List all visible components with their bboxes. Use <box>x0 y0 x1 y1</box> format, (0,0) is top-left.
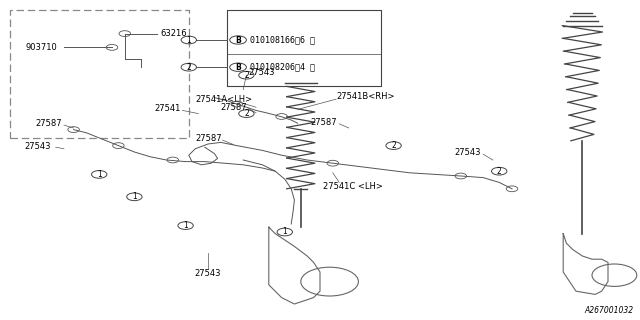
Text: 27543: 27543 <box>24 142 51 151</box>
Text: 27587: 27587 <box>221 103 248 112</box>
Text: 2: 2 <box>186 63 191 72</box>
Text: 2: 2 <box>391 141 396 150</box>
Text: 27543: 27543 <box>454 148 481 157</box>
Text: 1: 1 <box>132 192 137 201</box>
Text: 27587: 27587 <box>310 118 337 127</box>
Text: 27541B<RH>: 27541B<RH> <box>336 92 394 101</box>
Text: 2: 2 <box>497 167 502 176</box>
Text: 27541C <LH>: 27541C <LH> <box>323 182 383 191</box>
Text: 903710: 903710 <box>26 43 58 52</box>
Text: 27587: 27587 <box>195 134 222 143</box>
Text: B: B <box>236 63 241 72</box>
Text: 2: 2 <box>244 109 249 118</box>
Text: A267001032: A267001032 <box>584 306 634 315</box>
Text: 27543: 27543 <box>248 68 275 76</box>
Text: 27543: 27543 <box>195 269 221 278</box>
Text: 2: 2 <box>244 71 249 80</box>
Text: 1: 1 <box>97 170 102 179</box>
Text: 1: 1 <box>282 228 287 236</box>
Text: 1: 1 <box>183 221 188 230</box>
Text: 27541: 27541 <box>155 104 181 113</box>
Text: 63216: 63216 <box>160 29 187 38</box>
Text: 1: 1 <box>186 36 191 44</box>
Text: 27587: 27587 <box>35 119 62 128</box>
Text: B: B <box>236 36 241 44</box>
Text: 27541A<LH>: 27541A<LH> <box>195 95 252 104</box>
Text: 010108206（4 ）: 010108206（4 ） <box>250 63 315 72</box>
Text: 010108166（6 ）: 010108166（6 ） <box>250 36 315 44</box>
